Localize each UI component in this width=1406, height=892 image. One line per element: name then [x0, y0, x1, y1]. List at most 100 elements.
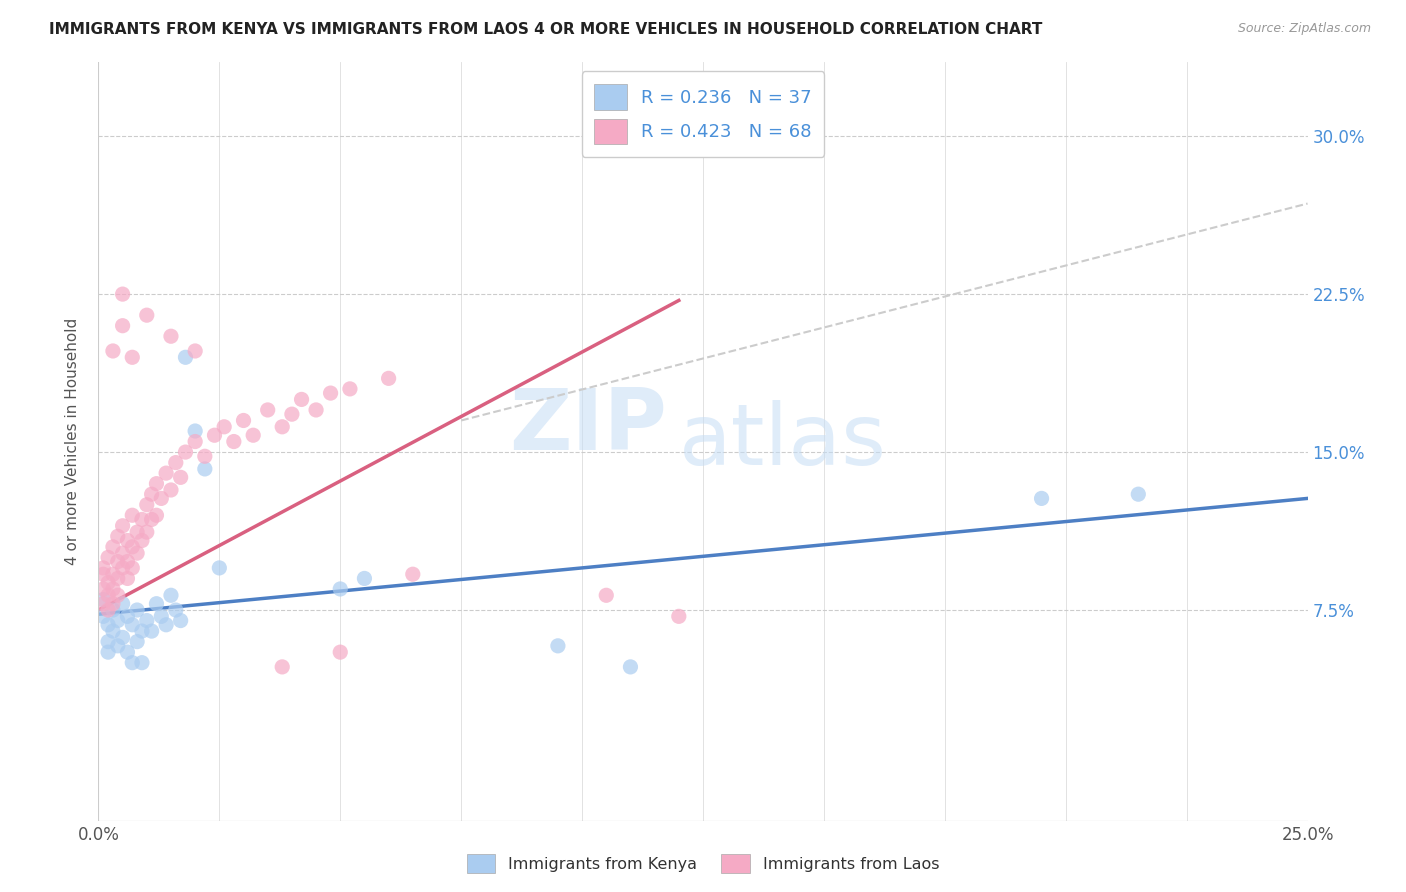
- Point: [91, 597, 114, 611]
- Point: [91, 567, 114, 582]
- Point: [184, 343, 207, 358]
- Point: [281, 407, 304, 421]
- Point: [107, 555, 129, 569]
- Point: [145, 476, 167, 491]
- Point: [194, 450, 217, 464]
- Point: [117, 571, 139, 585]
- Point: [101, 597, 124, 611]
- Point: [208, 561, 231, 575]
- Point: [174, 351, 197, 365]
- Point: [97, 588, 120, 602]
- Point: [91, 561, 114, 575]
- Point: [339, 382, 361, 396]
- Point: [135, 614, 157, 628]
- Point: [547, 639, 569, 653]
- Point: [97, 550, 120, 565]
- Point: [141, 487, 163, 501]
- Text: Source: ZipAtlas.com: Source: ZipAtlas.com: [1237, 22, 1371, 36]
- Point: [141, 512, 163, 526]
- Point: [121, 656, 143, 670]
- Point: [155, 617, 177, 632]
- Y-axis label: 4 or more Vehicles in Household: 4 or more Vehicles in Household: [65, 318, 80, 566]
- Point: [353, 571, 375, 585]
- Point: [212, 419, 235, 434]
- Point: [111, 631, 134, 645]
- Point: [150, 491, 173, 506]
- Point: [165, 456, 187, 470]
- Point: [131, 512, 153, 526]
- Point: [101, 603, 124, 617]
- Point: [184, 424, 207, 438]
- Point: [127, 525, 149, 540]
- Point: [174, 445, 197, 459]
- Point: [91, 592, 114, 607]
- Point: [121, 540, 143, 554]
- Point: [127, 603, 149, 617]
- Point: [121, 508, 143, 523]
- Point: [97, 603, 120, 617]
- Point: [329, 582, 352, 596]
- Point: [242, 428, 264, 442]
- Point: [107, 571, 129, 585]
- Point: [97, 634, 120, 648]
- Point: [111, 561, 134, 575]
- Point: [111, 518, 134, 533]
- Point: [160, 483, 183, 497]
- Point: [194, 462, 217, 476]
- Point: [169, 614, 191, 628]
- Legend: R = 0.236   N = 37, R = 0.423   N = 68: R = 0.236 N = 37, R = 0.423 N = 68: [582, 71, 824, 157]
- Point: [107, 639, 129, 653]
- Point: [141, 624, 163, 639]
- Point: [145, 508, 167, 523]
- Point: [121, 561, 143, 575]
- Point: [319, 386, 342, 401]
- Point: [127, 546, 149, 560]
- Point: [117, 609, 139, 624]
- Point: [121, 617, 143, 632]
- Point: [101, 343, 124, 358]
- Point: [91, 582, 114, 596]
- Point: [107, 588, 129, 602]
- Point: [97, 575, 120, 590]
- Legend: Immigrants from Kenya, Immigrants from Laos: Immigrants from Kenya, Immigrants from L…: [460, 847, 946, 880]
- Point: [668, 609, 690, 624]
- Point: [222, 434, 245, 449]
- Point: [131, 533, 153, 548]
- Point: [101, 624, 124, 639]
- Point: [107, 529, 129, 543]
- Point: [160, 588, 183, 602]
- Point: [131, 656, 153, 670]
- Point: [117, 555, 139, 569]
- Point: [155, 466, 177, 480]
- Point: [127, 634, 149, 648]
- Point: [169, 470, 191, 484]
- Point: [1128, 487, 1150, 501]
- Point: [111, 546, 134, 560]
- Point: [256, 403, 278, 417]
- Point: [377, 371, 399, 385]
- Point: [101, 582, 124, 596]
- Point: [165, 603, 187, 617]
- Point: [135, 308, 157, 322]
- Point: [111, 597, 134, 611]
- Point: [232, 413, 254, 427]
- Point: [160, 329, 183, 343]
- Point: [135, 498, 157, 512]
- Point: [402, 567, 425, 582]
- Text: ZIP: ZIP: [509, 384, 666, 468]
- Point: [117, 645, 139, 659]
- Point: [204, 428, 226, 442]
- Point: [101, 540, 124, 554]
- Point: [117, 533, 139, 548]
- Point: [619, 660, 641, 674]
- Point: [97, 645, 120, 659]
- Point: [150, 609, 173, 624]
- Point: [271, 660, 294, 674]
- Point: [111, 287, 134, 301]
- Point: [271, 419, 294, 434]
- Point: [184, 434, 207, 449]
- Point: [111, 318, 134, 333]
- Text: atlas: atlas: [679, 400, 887, 483]
- Text: IMMIGRANTS FROM KENYA VS IMMIGRANTS FROM LAOS 4 OR MORE VEHICLES IN HOUSEHOLD CO: IMMIGRANTS FROM KENYA VS IMMIGRANTS FROM…: [49, 22, 1043, 37]
- Point: [145, 597, 167, 611]
